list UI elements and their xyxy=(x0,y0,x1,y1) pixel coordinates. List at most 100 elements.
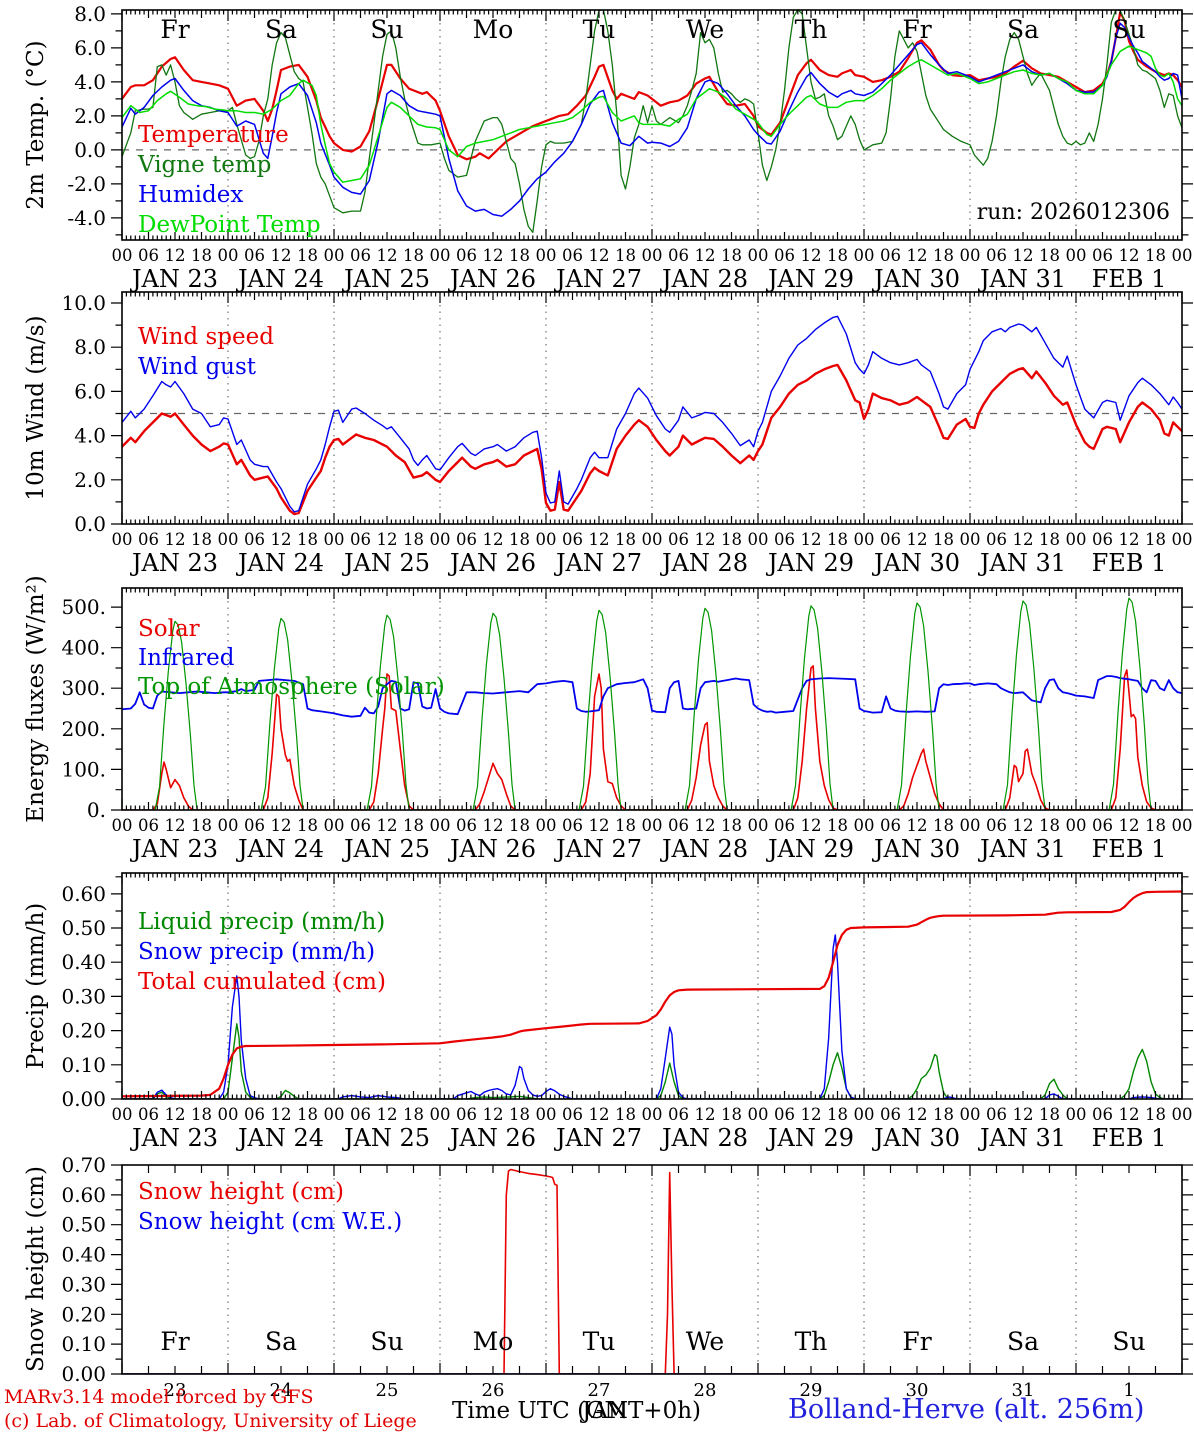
hour-tick-label: 18 xyxy=(297,816,318,835)
hour-tick-label: 06 xyxy=(138,530,159,549)
station-label: Bolland-Herve (alt. 256m) xyxy=(788,1394,1145,1425)
series-infrared xyxy=(122,675,1182,718)
day-tick-label: JAN 31 xyxy=(977,835,1066,863)
hour-tick-label: 00 xyxy=(748,816,769,835)
day-tick-label: JAN 29 xyxy=(765,549,854,577)
weekday-label: Sa xyxy=(265,15,297,44)
hour-tick-label: 06 xyxy=(774,246,795,265)
day-tick-label: JAN 23 xyxy=(129,1124,218,1152)
day-tick-label: JAN 23 xyxy=(129,549,218,577)
weekday-label: Su xyxy=(1112,15,1145,44)
y-tick-label: 400. xyxy=(61,636,106,660)
hour-tick-label: 00 xyxy=(324,1105,345,1124)
hour-tick-label: 00 xyxy=(854,816,875,835)
hour-tick-label: 06 xyxy=(350,816,371,835)
hour-tick-label: 00 xyxy=(1172,816,1193,835)
hour-tick-label: 00 xyxy=(748,246,769,265)
hour-tick-label: 06 xyxy=(244,246,265,265)
day-tick-label: JAN 25 xyxy=(341,265,430,293)
weekday-label: Su xyxy=(370,1327,403,1356)
hour-tick-label: 00 xyxy=(112,530,133,549)
hour-tick-label: 18 xyxy=(1039,530,1060,549)
hour-tick-label: 06 xyxy=(880,816,901,835)
hour-tick-label: 00 xyxy=(112,1105,133,1124)
hour-tick-label: 18 xyxy=(191,530,212,549)
y-tick-label: 0.60 xyxy=(61,882,106,906)
hour-tick-label: 12 xyxy=(907,816,928,835)
y-tick-label: 0. xyxy=(87,798,106,822)
y-tick-label: 4.0 xyxy=(74,70,106,94)
hour-tick-label: 06 xyxy=(986,1105,1007,1124)
hour-tick-label: 12 xyxy=(377,530,398,549)
weekday-label: We xyxy=(686,1327,724,1356)
legend-solar: Solar xyxy=(138,616,200,642)
hour-tick-label: 18 xyxy=(827,1105,848,1124)
weekday-label: Sa xyxy=(1007,15,1039,44)
y-axis-title-snow: Snow height (cm) xyxy=(23,1166,49,1372)
hour-tick-label: 18 xyxy=(297,530,318,549)
hour-tick-label: 12 xyxy=(801,530,822,549)
weekday-label: Sa xyxy=(1007,1327,1039,1356)
y-tick-label: 0.30 xyxy=(61,984,106,1008)
y-tick-label: 0.30 xyxy=(61,1272,106,1296)
weekday-label: Su xyxy=(370,15,403,44)
y-tick-label: -4.0 xyxy=(67,206,106,230)
day-gridlines xyxy=(227,1165,1077,1374)
hour-tick-label: 00 xyxy=(324,530,345,549)
y-tick-label: 200. xyxy=(61,717,106,741)
hour-tick-label: 00 xyxy=(536,1105,557,1124)
hour-tick-label: 12 xyxy=(377,816,398,835)
hour-tick-label: 00 xyxy=(218,246,239,265)
y-tick-label: 0.60 xyxy=(61,1183,106,1207)
hour-tick-label: 06 xyxy=(244,530,265,549)
day-tick-label: JAN 24 xyxy=(235,549,324,577)
hour-tick-label: 00 xyxy=(748,1105,769,1124)
day-tick-label: JAN 26 xyxy=(447,549,536,577)
hour-tick-label: 12 xyxy=(271,530,292,549)
hour-tick-label: 12 xyxy=(165,1105,186,1124)
day-tick-label: JAN 28 xyxy=(659,835,748,863)
weekday-label: Tu xyxy=(583,15,616,44)
hour-tick-label: 00 xyxy=(960,246,981,265)
hour-tick-label: 18 xyxy=(721,816,742,835)
hour-tick-label: 06 xyxy=(774,530,795,549)
axis-ticks xyxy=(111,873,1193,1100)
y-tick-label: 0.10 xyxy=(61,1332,106,1356)
hour-tick-label: 00 xyxy=(642,530,663,549)
day-tick-label: JAN 27 xyxy=(553,265,642,293)
legend-liquid-precip: Liquid precip (mm/h) xyxy=(138,909,386,935)
legend-snow-precip: Snow precip (mm/h) xyxy=(138,939,376,965)
weekday-label: We xyxy=(686,15,724,44)
hour-tick-label: 18 xyxy=(933,816,954,835)
hour-tick-label: 18 xyxy=(297,246,318,265)
hour-tick-label: 12 xyxy=(483,246,504,265)
weekday-label: Su xyxy=(1112,1327,1145,1356)
hour-tick-label: 18 xyxy=(403,816,424,835)
hour-tick-label: 00 xyxy=(960,816,981,835)
hour-tick-label: 06 xyxy=(244,816,265,835)
day-number-label: 30 xyxy=(906,1380,929,1401)
series-wind-gust xyxy=(122,315,1182,513)
hour-tick-label: 12 xyxy=(1013,530,1034,549)
hour-tick-label: 12 xyxy=(483,530,504,549)
day-tick-label: JAN 31 xyxy=(977,549,1066,577)
hour-tick-label: 12 xyxy=(165,816,186,835)
legend-vigne-temp: Vigne temp xyxy=(138,152,272,178)
hour-tick-label: 00 xyxy=(1066,1105,1087,1124)
hour-tick-label: 18 xyxy=(191,246,212,265)
series-top-of-atmosphere-solar- xyxy=(154,597,1182,810)
day-tick-label: FEB 1 xyxy=(1092,835,1167,863)
day-number-label: 26 xyxy=(482,1380,505,1401)
day-gridlines xyxy=(227,588,1077,810)
hour-tick-label: 12 xyxy=(1013,816,1034,835)
hour-tick-label: 18 xyxy=(509,1105,530,1124)
y-tick-label: 0.00 xyxy=(61,1362,106,1386)
y-tick-label: -2.0 xyxy=(67,172,106,196)
y-tick-label: 0.20 xyxy=(61,1019,106,1043)
day-tick-label: JAN 28 xyxy=(659,1124,748,1152)
series-wind-speed xyxy=(122,363,1182,516)
hour-tick-label: 00 xyxy=(1066,530,1087,549)
series-snow-precip-mm-h- xyxy=(122,934,1182,1099)
hour-tick-label: 06 xyxy=(138,246,159,265)
